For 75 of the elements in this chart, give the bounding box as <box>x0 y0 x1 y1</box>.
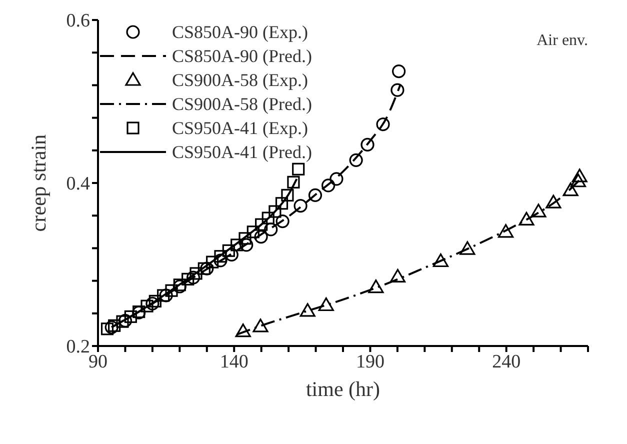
point <box>157 289 170 302</box>
point <box>146 296 160 310</box>
point <box>281 188 294 202</box>
point <box>238 232 252 245</box>
legend-label: CS850A-90 (Pred.) <box>172 46 312 66</box>
point <box>562 182 578 196</box>
point <box>100 322 114 336</box>
point <box>318 297 334 312</box>
point <box>214 254 228 268</box>
point <box>390 83 404 97</box>
y-tick-label: 0.4 <box>66 174 90 195</box>
point <box>252 318 268 332</box>
point <box>254 230 268 244</box>
point <box>300 303 316 317</box>
point <box>140 300 154 312</box>
point <box>546 194 562 208</box>
point <box>292 162 305 176</box>
point <box>276 214 290 228</box>
annotation: Air env. <box>536 32 588 50</box>
point <box>518 212 534 226</box>
point <box>118 314 132 328</box>
point <box>360 138 374 152</box>
x-tick-label: 190 <box>356 351 384 372</box>
legend-label: CS850A-90 (Exp.) <box>172 22 308 42</box>
point <box>390 268 406 283</box>
point <box>182 272 194 286</box>
x-tick-label: 90 <box>88 351 108 372</box>
point <box>230 238 244 252</box>
point <box>294 199 308 213</box>
point <box>198 262 210 275</box>
point <box>268 205 282 218</box>
point <box>165 284 178 297</box>
point <box>368 280 384 294</box>
legend-label: CS950A-41 (Pred.) <box>172 142 312 162</box>
point <box>322 178 336 192</box>
y-axis-title: creep strain <box>26 134 50 232</box>
point <box>214 250 227 263</box>
point <box>104 320 118 334</box>
point <box>392 64 406 78</box>
point <box>206 256 219 268</box>
point <box>530 204 546 218</box>
point <box>432 253 449 268</box>
legend-label: CS900A-58 (Pred.) <box>172 94 312 114</box>
legend-label: CS950A-41 (Exp.) <box>172 118 308 138</box>
y-tick-label: 0.6 <box>66 10 90 32</box>
legend-label: CS900A-58 (Exp.) <box>172 70 308 90</box>
point <box>376 118 390 132</box>
point <box>148 294 162 308</box>
point <box>240 238 254 252</box>
point <box>570 174 586 188</box>
point <box>460 241 476 255</box>
point <box>349 153 363 167</box>
point <box>246 226 260 238</box>
point <box>275 197 288 210</box>
x-tick-label: 140 <box>220 351 248 372</box>
point <box>255 218 268 231</box>
point <box>262 212 274 224</box>
point <box>159 288 173 302</box>
point <box>224 248 238 262</box>
point <box>308 188 322 202</box>
point <box>190 267 202 280</box>
point <box>116 315 129 328</box>
point <box>235 324 251 338</box>
y-tick-label: 0.2 <box>66 336 90 358</box>
x-axis-title: time (hr) <box>306 377 380 401</box>
point <box>124 310 137 323</box>
point <box>330 172 344 186</box>
point <box>287 176 300 188</box>
point <box>186 270 200 284</box>
point <box>264 222 278 236</box>
point <box>572 168 588 182</box>
point <box>108 319 121 332</box>
x-tick-label: 240 <box>492 351 521 372</box>
point <box>498 224 514 238</box>
point <box>222 244 235 257</box>
